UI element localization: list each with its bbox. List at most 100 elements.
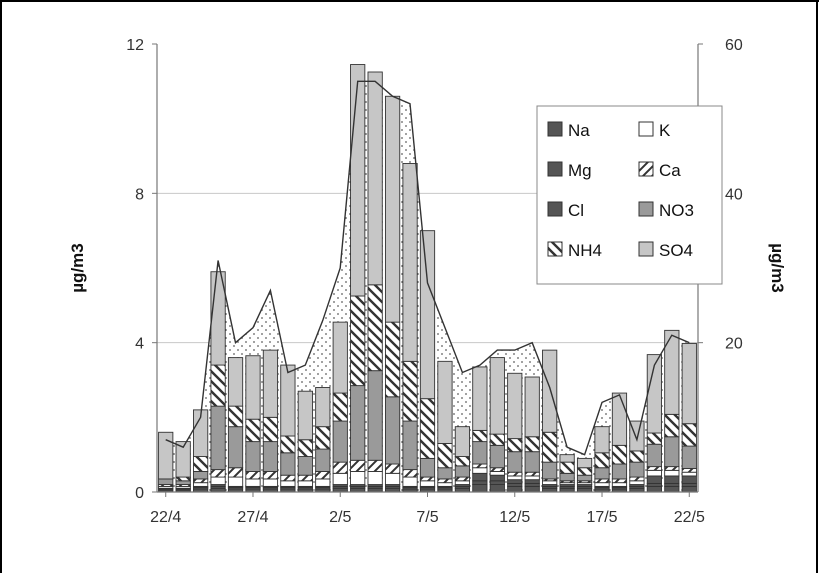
bar-stack-5-5 <box>385 96 399 492</box>
bar-nh4-14-5 <box>543 432 557 462</box>
bar-nh4-22-5 <box>682 424 696 446</box>
bar-stack-13-5 <box>525 377 539 492</box>
bar-na-10-5 <box>473 485 487 492</box>
bar-k-13-5 <box>525 476 539 480</box>
y-tick-label-left-0: 0 <box>135 485 144 502</box>
bar-so4-8-5 <box>438 361 452 443</box>
legend-swatch-mg <box>548 162 562 176</box>
bar-ca-7-5 <box>420 477 434 481</box>
bar-k-10-5 <box>473 468 487 474</box>
bar-stack-22-5 <box>682 343 696 492</box>
bar-ca-26-4 <box>228 468 242 477</box>
bar-no3-12-5 <box>508 452 522 473</box>
bar-no3-30-4 <box>298 457 312 476</box>
bar-nh4-6-5 <box>403 361 417 421</box>
bar-nh4-10-5 <box>473 430 487 441</box>
legend-label-no3: NO3 <box>659 201 694 220</box>
bar-nh4-2-5 <box>333 393 347 421</box>
bar-nh4-23-4 <box>176 477 190 481</box>
bar-stack-27-4 <box>246 356 260 492</box>
bar-mg-11-5 <box>490 481 504 485</box>
bar-k-1-5 <box>316 479 330 486</box>
legend-swatch-nh4 <box>548 242 562 256</box>
bar-ca-20-5 <box>647 467 661 471</box>
bar-stack-17-5 <box>595 427 609 492</box>
bar-stack-6-5 <box>403 163 417 492</box>
bar-stack-15-5 <box>560 455 574 492</box>
legend-swatch-k <box>639 122 653 136</box>
legend-swatch-cl <box>548 202 562 216</box>
bar-no3-10-5 <box>473 442 487 464</box>
legend-label-k: K <box>659 121 671 140</box>
bar-nh4-5-5 <box>385 322 399 397</box>
bar-cl-10-5 <box>473 473 487 480</box>
bar-nh4-1-5 <box>316 427 330 449</box>
bar-so4-14-5 <box>543 350 557 432</box>
bar-mg-10-5 <box>473 481 487 485</box>
bar-ca-21-5 <box>665 467 679 471</box>
bar-k-19-5 <box>630 481 644 485</box>
bar-nh4-9-5 <box>455 457 469 466</box>
bar-ca-18-5 <box>612 479 626 483</box>
bar-ca-17-5 <box>595 479 609 483</box>
y-axis-left-label: µg/m3 <box>68 243 87 292</box>
bar-so4-27-4 <box>246 356 260 419</box>
bar-k-7-5 <box>420 481 434 487</box>
bar-cl-21-5 <box>665 476 679 483</box>
bar-stack-11-5 <box>490 358 504 492</box>
bar-so4-11-5 <box>490 358 504 435</box>
bar-nh4-27-4 <box>246 419 260 441</box>
bar-stack-2-5 <box>333 322 347 492</box>
bar-stack-24-4 <box>193 410 207 492</box>
bar-no3-22-5 <box>682 446 696 468</box>
legend-label-nh4: NH4 <box>568 241 602 260</box>
bar-ca-12-5 <box>508 472 522 476</box>
bar-nh4-3-5 <box>351 296 365 386</box>
bar-no3-3-5 <box>351 386 365 461</box>
bar-so4-10-5 <box>473 367 487 430</box>
bar-so4-4-5 <box>368 72 382 285</box>
bar-ca-25-4 <box>211 470 225 477</box>
bar-ca-4-5 <box>368 460 382 471</box>
bar-so4-15-5 <box>560 455 574 462</box>
bar-stack-7-5 <box>420 231 434 492</box>
bar-ca-30-4 <box>298 475 312 481</box>
legend-swatch-so4 <box>639 242 653 256</box>
bar-ca-2-5 <box>333 462 347 473</box>
bar-k-18-5 <box>612 483 626 487</box>
bar-stack-19-5 <box>630 421 644 492</box>
bar-cl-11-5 <box>490 475 504 481</box>
bar-no3-2-5 <box>333 421 347 462</box>
bar-so4-7-5 <box>420 231 434 399</box>
bar-k-9-5 <box>455 481 469 485</box>
bar-nh4-7-5 <box>420 399 434 459</box>
bar-ca-29-4 <box>281 475 295 481</box>
bar-no3-8-5 <box>438 468 452 479</box>
y-tick-label-left-8: 8 <box>135 186 144 203</box>
bar-nh4-18-5 <box>612 445 626 464</box>
bar-no3-27-4 <box>246 442 260 472</box>
bar-k-3-5 <box>351 471 365 484</box>
bar-nh4-17-5 <box>595 453 609 468</box>
bar-nh4-4-5 <box>368 285 382 371</box>
bar-nh4-30-4 <box>298 440 312 457</box>
bar-ca-11-5 <box>490 468 504 472</box>
legend-label-cl: Cl <box>568 201 584 220</box>
bar-stack-4-5 <box>368 72 382 492</box>
bar-k-29-4 <box>281 481 295 487</box>
bar-cl-13-5 <box>525 480 539 484</box>
legend-box <box>537 106 722 284</box>
bar-k-2-5 <box>333 473 347 484</box>
bar-cl-20-5 <box>647 476 661 483</box>
bar-no3-1-5 <box>316 449 330 471</box>
legend-label-so4: SO4 <box>659 241 693 260</box>
x-tick-label-27-4: 27/4 <box>237 509 268 526</box>
x-tick-label-12-5: 12/5 <box>499 509 530 526</box>
bar-stack-28-4 <box>263 350 277 492</box>
bar-no3-4-5 <box>368 371 382 461</box>
bar-k-8-5 <box>438 483 452 487</box>
y-axis-right-label: µg/m3 <box>768 243 787 292</box>
bar-nh4-20-5 <box>647 433 661 444</box>
y-tick-label-left-12: 12 <box>126 37 144 54</box>
